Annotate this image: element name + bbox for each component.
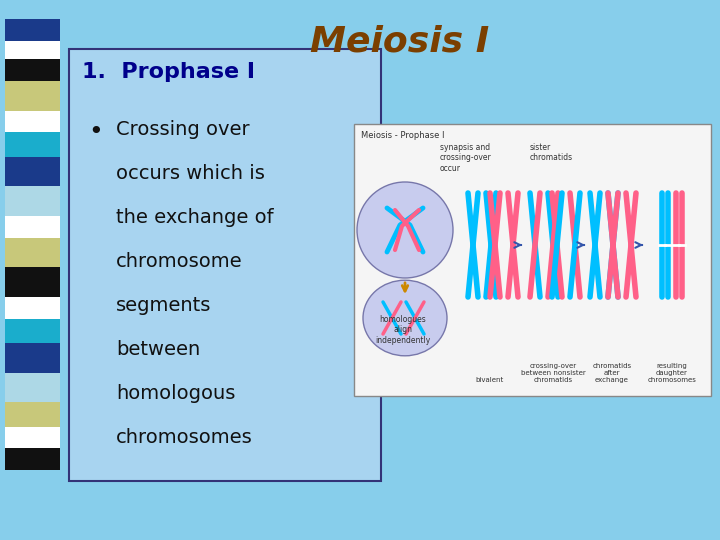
Bar — [5, 427, 60, 448]
Text: Crossing over: Crossing over — [116, 120, 250, 139]
Bar — [5, 319, 60, 343]
FancyBboxPatch shape — [69, 49, 381, 481]
Bar — [5, 0, 60, 19]
Text: homologous: homologous — [116, 384, 235, 403]
Text: chromatids
after
exchange: chromatids after exchange — [593, 363, 631, 383]
Text: bivalent: bivalent — [476, 377, 504, 383]
Text: crossing-over
between nonsister
chromatids: crossing-over between nonsister chromati… — [521, 363, 585, 383]
Text: Meiosis - Prophase I: Meiosis - Prophase I — [361, 131, 444, 140]
Bar — [5, 157, 60, 186]
Text: the exchange of: the exchange of — [116, 208, 274, 227]
Bar — [5, 297, 60, 319]
Bar — [5, 448, 60, 470]
Text: 1.  Prophase I: 1. Prophase I — [82, 62, 255, 82]
Bar — [5, 111, 60, 132]
Ellipse shape — [357, 182, 453, 278]
Text: sister
chromatids: sister chromatids — [530, 143, 573, 163]
Bar — [5, 373, 60, 402]
Bar — [5, 59, 60, 81]
Bar — [5, 238, 60, 267]
Ellipse shape — [363, 280, 447, 356]
Bar — [5, 186, 60, 216]
Text: •: • — [88, 120, 103, 144]
Text: chromosome: chromosome — [116, 252, 243, 271]
Text: resulting
daughter
chromosomes: resulting daughter chromosomes — [647, 363, 696, 383]
Bar — [5, 343, 60, 373]
Text: between: between — [116, 340, 200, 359]
Bar — [5, 40, 60, 59]
Bar — [5, 19, 60, 40]
Text: occurs which is: occurs which is — [116, 164, 265, 183]
Bar — [5, 132, 60, 157]
FancyBboxPatch shape — [354, 124, 711, 396]
Bar — [5, 267, 60, 297]
Text: synapsis and
crossing-over
occur: synapsis and crossing-over occur — [440, 143, 492, 173]
Bar — [5, 81, 60, 111]
Bar — [5, 216, 60, 238]
Text: Meiosis I: Meiosis I — [310, 25, 490, 59]
Text: segments: segments — [116, 296, 212, 315]
Text: chromosomes: chromosomes — [116, 428, 253, 447]
Text: homologues
align
independently: homologues align independently — [375, 315, 431, 345]
Bar — [5, 402, 60, 427]
